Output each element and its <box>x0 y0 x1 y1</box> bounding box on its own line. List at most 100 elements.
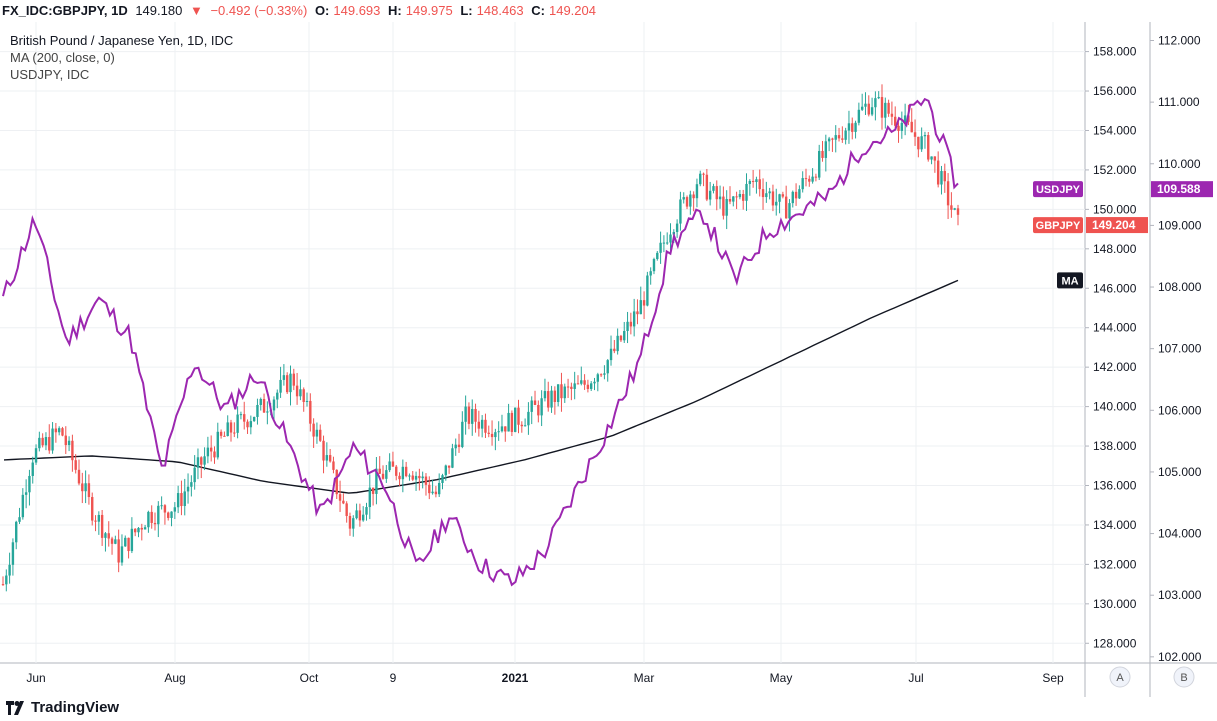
candle-body <box>160 505 163 507</box>
candle-body <box>751 180 755 183</box>
candle-body <box>437 482 441 495</box>
candle-body <box>461 421 464 448</box>
candle-body <box>457 444 461 448</box>
candle-body <box>428 484 431 494</box>
scale-button-auto[interactable] <box>1109 666 1131 688</box>
candle-body <box>163 505 167 513</box>
low-label: L: <box>460 3 473 18</box>
candle-body <box>81 483 84 492</box>
price-chart[interactable]: 158.000 156.000 154.000 152.000 150.000 148.0… <box>0 0 1217 697</box>
candle-body <box>147 511 150 528</box>
candle-body <box>748 180 752 184</box>
legend-ma[interactable]: MA (200, close, 0) <box>10 50 115 65</box>
candle-body <box>629 321 633 327</box>
time-tick-label: May <box>770 671 793 685</box>
candle-body <box>609 348 613 361</box>
gbpjpy-tick-label: 130.000 <box>1093 597 1137 611</box>
scale-button-b[interactable] <box>1173 666 1195 688</box>
candle-body <box>276 392 279 400</box>
usdjpy-tick-label: 110.000 <box>1158 157 1201 171</box>
price-tag-value: 109.588 <box>1157 182 1201 196</box>
price-tag-name-bg <box>1033 217 1083 234</box>
candle-body <box>447 465 451 468</box>
usdjpy-tick-label: 107.000 <box>1158 342 1202 356</box>
candle-body <box>927 135 930 160</box>
legend-main-series[interactable]: British Pound / Japanese Yen, 1D, IDC <box>10 33 234 48</box>
candle-body <box>523 425 527 427</box>
symbol-label[interactable]: FX_IDC:GBPJPY, 1D <box>2 3 128 18</box>
close-label: C: <box>531 3 545 18</box>
legend-overlay[interactable]: USDJPY, IDC <box>10 67 90 82</box>
candle-body <box>104 533 107 538</box>
candle-body <box>543 391 547 399</box>
time-tick-label: Jun <box>26 671 45 685</box>
candle-body <box>874 98 877 108</box>
candle-body <box>480 419 484 429</box>
candle-body <box>761 189 765 198</box>
candle-body <box>133 528 137 533</box>
candle-body <box>282 375 286 380</box>
candle-body <box>666 242 669 244</box>
candle-body <box>513 407 517 432</box>
candle-body <box>827 138 831 142</box>
candle-body <box>236 414 239 433</box>
high-value: 149.975 <box>405 3 453 18</box>
candle-body <box>758 179 761 190</box>
candle-body <box>388 461 391 471</box>
candle-body <box>252 416 256 422</box>
candle-body <box>794 191 798 199</box>
candle-body <box>34 448 38 463</box>
candle-body <box>464 406 467 422</box>
usdjpy-tick-label: 106.000 <box>1158 403 1202 417</box>
gbpjpy-tick-label: 136.000 <box>1093 478 1137 492</box>
candle-body <box>566 386 570 388</box>
chart-grid <box>0 22 1217 697</box>
price-tag-value-bg <box>1151 181 1213 198</box>
candle-body <box>699 173 702 185</box>
candle-body <box>64 435 67 446</box>
candle-body <box>395 466 398 476</box>
gbpjpy-tick-label: 152.000 <box>1093 163 1137 177</box>
candle-body <box>917 136 920 150</box>
candle-body <box>259 398 262 405</box>
candle-body <box>200 457 203 465</box>
candle-body <box>305 400 309 402</box>
candle-body <box>530 400 533 412</box>
candle-body <box>742 194 745 201</box>
candle-body <box>728 198 732 202</box>
candle-body <box>196 457 200 468</box>
candle-body <box>239 414 243 416</box>
candle-body <box>173 507 177 512</box>
candle-body <box>21 494 25 518</box>
candle-body <box>352 518 355 529</box>
candle-body <box>870 107 874 115</box>
candle-body <box>358 510 362 521</box>
candle-body <box>176 493 180 508</box>
tradingview-logo-icon <box>6 700 24 715</box>
candle-body <box>880 97 884 118</box>
brand-text: TradingView <box>31 699 120 716</box>
price-tag-value-bg <box>1086 217 1148 234</box>
chart-legend: British Pound / Japanese Yen, 1D, IDC MA… <box>10 32 233 83</box>
candle-body <box>153 522 157 525</box>
candle-body <box>642 300 646 306</box>
candle-body <box>897 125 900 131</box>
candle-body <box>851 123 854 132</box>
candle-body <box>421 476 424 479</box>
candle-body <box>818 150 821 178</box>
candle-body <box>424 476 428 485</box>
time-tick-label: 9 <box>390 671 397 685</box>
scale-button-auto-label: A <box>1116 672 1124 684</box>
candle-body <box>315 429 319 437</box>
candle-body <box>821 150 824 158</box>
tradingview-logo[interactable]: TradingView <box>6 699 119 716</box>
candle-body <box>51 428 54 451</box>
candle-body <box>636 311 639 315</box>
candle-body <box>550 390 553 408</box>
candle-body <box>467 406 471 424</box>
candle-body <box>441 475 444 483</box>
candle-body <box>553 390 557 402</box>
candle-body <box>930 156 933 160</box>
change-arrow-icon: ▼ <box>189 3 203 18</box>
